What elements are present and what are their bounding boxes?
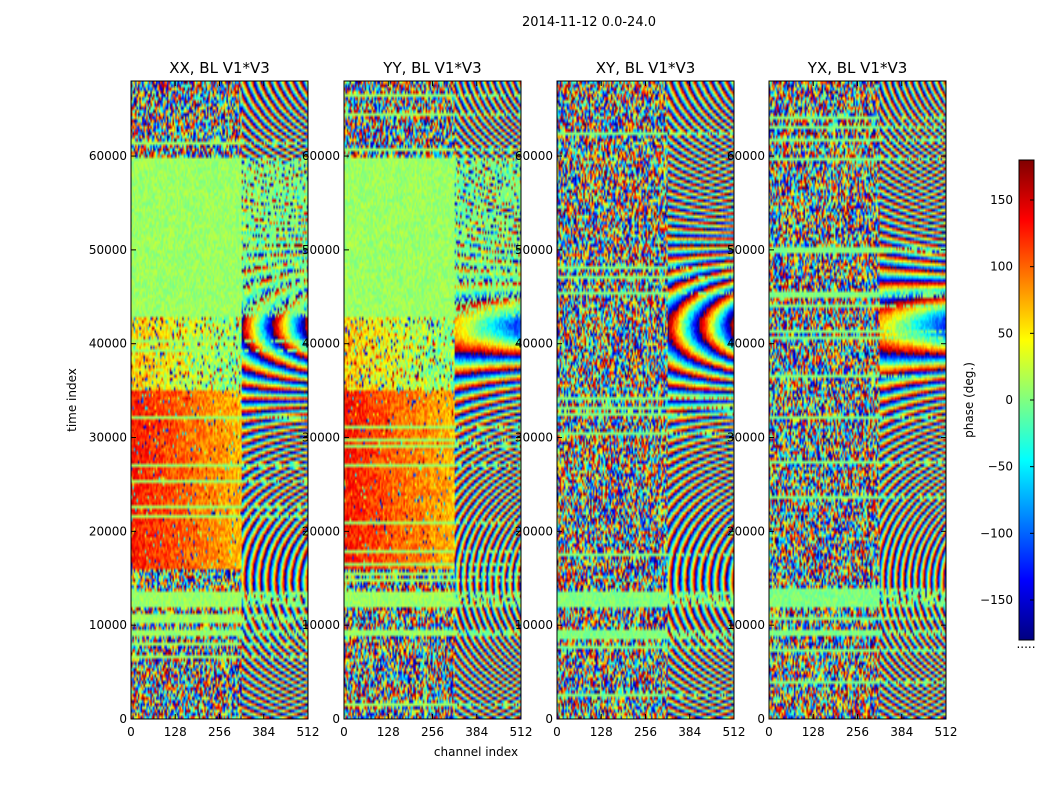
x-tick-label: 0 bbox=[553, 725, 561, 739]
x-tick-label: 256 bbox=[634, 725, 657, 739]
panel-title: XX, BL V1*V3 bbox=[169, 59, 270, 77]
heatmap-image bbox=[131, 81, 308, 719]
y-tick-label: 10000 bbox=[302, 618, 340, 632]
panel-title: YX, BL V1*V3 bbox=[807, 59, 908, 77]
y-tick-label: 30000 bbox=[89, 431, 127, 445]
x-tick-label: 384 bbox=[890, 725, 913, 739]
heatmap-image bbox=[769, 81, 946, 719]
colorbar-tick-label: 50 bbox=[998, 326, 1013, 340]
colorbar-tick-label: 150 bbox=[990, 193, 1013, 207]
y-tick-label: 20000 bbox=[727, 524, 765, 538]
y-tick-label: 30000 bbox=[515, 431, 553, 445]
y-tick-label: 0 bbox=[545, 712, 553, 726]
y-tick-label: 40000 bbox=[89, 337, 127, 351]
x-tick-label: 128 bbox=[164, 725, 187, 739]
x-tick-label: 384 bbox=[465, 725, 488, 739]
y-tick-label: 50000 bbox=[515, 243, 553, 257]
x-tick-label: 384 bbox=[252, 725, 275, 739]
x-tick-label: 128 bbox=[377, 725, 400, 739]
x-tick-label: 0 bbox=[765, 725, 773, 739]
y-tick-label: 50000 bbox=[89, 243, 127, 257]
x-tick-label: 512 bbox=[297, 725, 320, 739]
colorbar-footnote: ..... bbox=[1016, 637, 1035, 651]
y-tick-label: 60000 bbox=[727, 149, 765, 163]
x-tick-label: 0 bbox=[340, 725, 348, 739]
heatmap-image bbox=[344, 81, 521, 719]
y-tick-label: 40000 bbox=[727, 337, 765, 351]
y-tick-label: 40000 bbox=[515, 337, 553, 351]
y-tick-label: 30000 bbox=[727, 431, 765, 445]
x-tick-label: 256 bbox=[421, 725, 444, 739]
y-tick-label: 0 bbox=[757, 712, 765, 726]
x-tick-label: 128 bbox=[590, 725, 613, 739]
y-tick-label: 10000 bbox=[515, 618, 553, 632]
y-tick-label: 60000 bbox=[302, 149, 340, 163]
x-tick-label: 512 bbox=[935, 725, 958, 739]
colorbar-tick-label: −100 bbox=[980, 526, 1013, 540]
y-tick-label: 40000 bbox=[302, 337, 340, 351]
y-tick-label: 10000 bbox=[727, 618, 765, 632]
x-tick-label: 384 bbox=[678, 725, 701, 739]
colorbar-tick-label: −150 bbox=[980, 593, 1013, 607]
y-tick-label: 50000 bbox=[727, 243, 765, 257]
heatmap-image bbox=[557, 81, 734, 719]
y-tick-label: 10000 bbox=[89, 618, 127, 632]
colorbar: −150 −100 −50 0 50 100 150 bbox=[980, 159, 1035, 641]
y-tick-label: 20000 bbox=[515, 524, 553, 538]
colorbar-tick-label: 100 bbox=[990, 260, 1013, 274]
x-tick-label: 128 bbox=[802, 725, 825, 739]
panel-yx: YX, BL V1*V3 0 128 256 384 512 0 10000 20000 3000… bbox=[727, 59, 958, 739]
y-tick-label: 0 bbox=[119, 712, 127, 726]
panel-title: YY, BL V1*V3 bbox=[382, 59, 481, 77]
panel-xy: XY, BL V1*V3 0 128 256 384 512 0 10000 20000 3000… bbox=[515, 59, 746, 739]
panels-group: XX, BL V1*V3 0 128 256 384 512 0 10000 20000 3000… bbox=[89, 59, 958, 739]
x-tick-label: 0 bbox=[127, 725, 135, 739]
y-tick-label: 50000 bbox=[302, 243, 340, 257]
y-tick-label: 20000 bbox=[302, 524, 340, 538]
panel-yy: YY, BL V1*V3 0 128 256 384 512 0 10000 20000 3000… bbox=[302, 59, 533, 739]
colorbar-tick-label: 0 bbox=[1005, 393, 1013, 407]
y-tick-label: 60000 bbox=[515, 149, 553, 163]
panel-xx: XX, BL V1*V3 0 128 256 384 512 0 10000 20000 3000… bbox=[89, 59, 320, 739]
y-axis-label: time index bbox=[65, 368, 79, 432]
figure-title: 2014-11-12 0.0-24.0 bbox=[522, 15, 656, 30]
x-axis-label: channel index bbox=[434, 745, 518, 759]
colorbar-tick-label: −50 bbox=[988, 460, 1013, 474]
y-tick-label: 0 bbox=[332, 712, 340, 726]
panel-title: XY, BL V1*V3 bbox=[596, 59, 696, 77]
y-tick-label: 60000 bbox=[89, 149, 127, 163]
x-tick-label: 512 bbox=[723, 725, 746, 739]
y-tick-label: 30000 bbox=[302, 431, 340, 445]
y-tick-label: 20000 bbox=[89, 524, 127, 538]
x-tick-label: 256 bbox=[846, 725, 869, 739]
x-tick-label: 512 bbox=[510, 725, 533, 739]
colorbar-label: phase (deg.) bbox=[962, 362, 976, 438]
x-tick-label: 256 bbox=[208, 725, 231, 739]
